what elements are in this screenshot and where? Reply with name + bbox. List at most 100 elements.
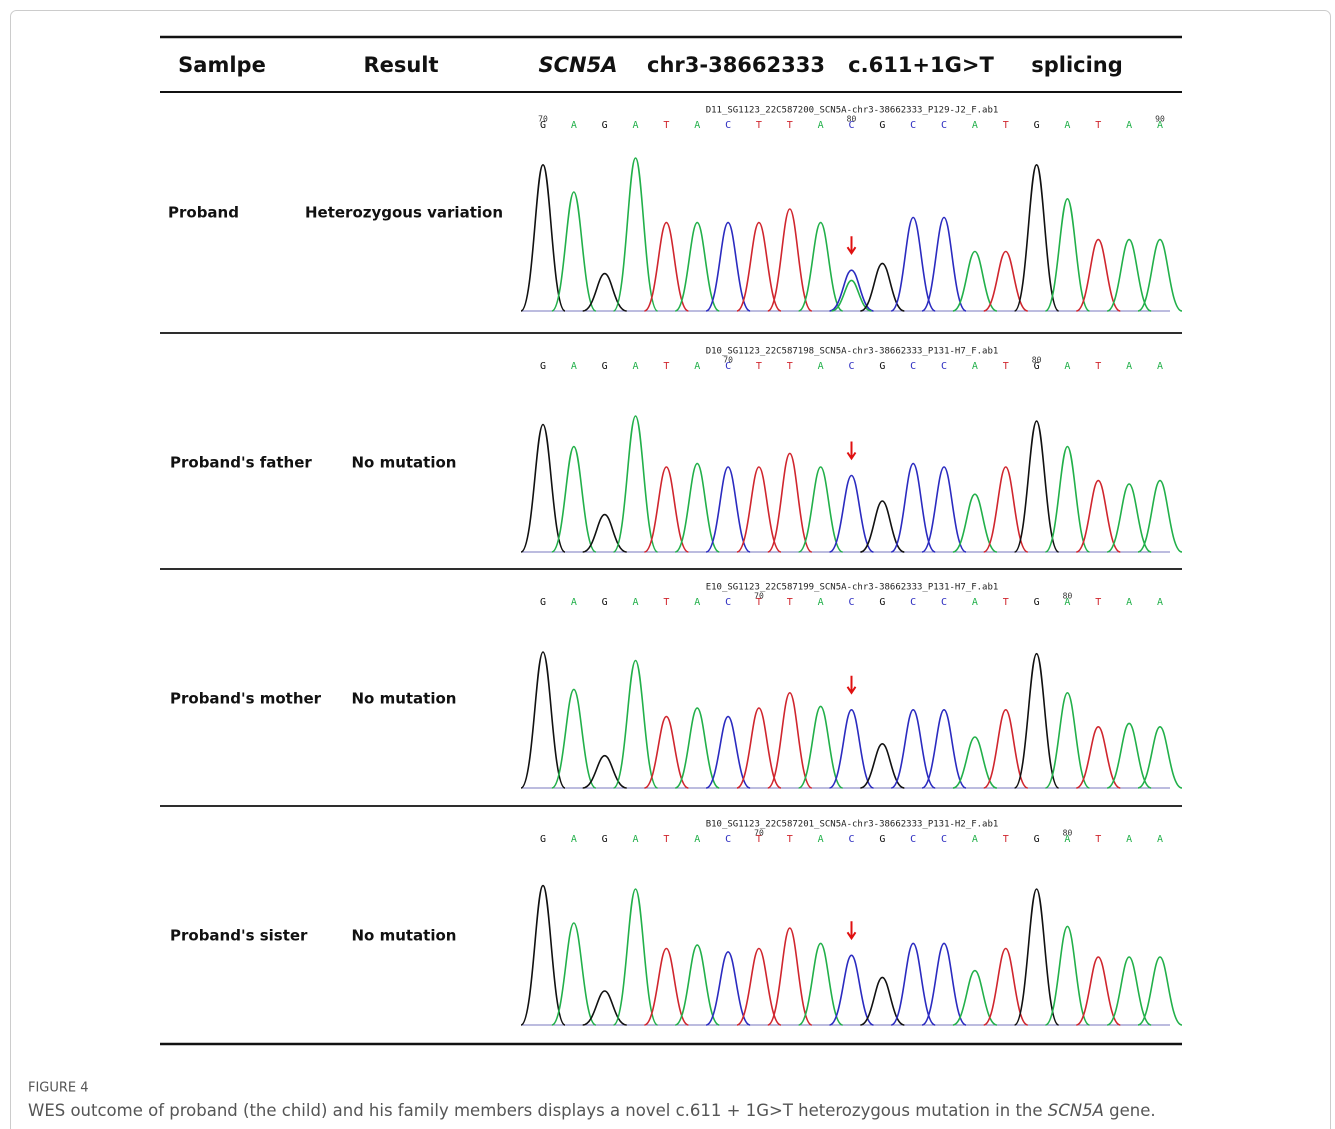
trace-peak xyxy=(768,693,812,788)
trace-peak xyxy=(521,165,565,311)
base-call: G xyxy=(879,597,885,608)
trace-peak xyxy=(644,223,688,311)
trace-file: E10_SG1123_22C587199_SCN5A-chr3-38662333… xyxy=(706,583,999,593)
base-call: G xyxy=(1034,597,1040,608)
base-call: T xyxy=(787,120,793,131)
trace-peak xyxy=(706,223,750,311)
base-call: A xyxy=(1157,597,1163,608)
position-marker: 80 xyxy=(1063,592,1073,601)
base-call: A xyxy=(633,120,639,131)
base-call: A xyxy=(972,361,978,372)
trace-peak xyxy=(1138,240,1182,311)
trace-peak xyxy=(1138,727,1182,788)
mutation-arrow xyxy=(848,676,856,693)
trace-peak xyxy=(521,425,565,553)
base-call: A xyxy=(818,361,824,372)
base-call: C xyxy=(848,834,854,845)
trace-peak xyxy=(614,889,658,1025)
base-call: C xyxy=(910,361,916,372)
base-call: C xyxy=(941,120,947,131)
caption-text: WES outcome of proband (the child) and h… xyxy=(28,1101,1156,1120)
trace-peak xyxy=(984,949,1028,1026)
result-label: No mutation xyxy=(352,690,457,708)
base-call: A xyxy=(818,834,824,845)
base-call: A xyxy=(1126,120,1132,131)
base-call: T xyxy=(663,361,669,372)
base-call: A xyxy=(1064,361,1070,372)
trace-peak xyxy=(614,661,658,789)
base-call: A xyxy=(818,597,824,608)
base-call: T xyxy=(663,834,669,845)
trace-peak xyxy=(799,467,843,552)
base-call: T xyxy=(1003,361,1009,372)
base-call: G xyxy=(1034,120,1040,131)
caption-label: FIGURE 4 xyxy=(28,1081,89,1096)
base-call: C xyxy=(725,597,731,608)
trace-peak xyxy=(614,416,658,552)
base-call: A xyxy=(571,361,577,372)
base-call: A xyxy=(633,834,639,845)
base-call: G xyxy=(540,361,546,372)
base-call: T xyxy=(756,361,762,372)
base-call: T xyxy=(1003,120,1009,131)
header-cell: splicing xyxy=(1031,53,1123,77)
base-call: C xyxy=(725,120,731,131)
position-marker: 80 xyxy=(847,115,857,124)
base-call: G xyxy=(1034,834,1040,845)
base-call: C xyxy=(910,834,916,845)
base-call: G xyxy=(879,361,885,372)
trace-peak xyxy=(1015,889,1059,1025)
trace-peak xyxy=(552,447,596,552)
mutation-arrow xyxy=(848,442,856,459)
base-call: T xyxy=(1003,834,1009,845)
base-call: A xyxy=(571,120,577,131)
base-call: C xyxy=(848,597,854,608)
position-marker: 70 xyxy=(723,356,733,365)
trace-peak xyxy=(830,476,874,553)
trace-peak xyxy=(675,708,719,788)
base-call: T xyxy=(1095,834,1101,845)
trace-peak xyxy=(1015,421,1059,552)
trace-peak xyxy=(768,453,812,552)
trace-peak xyxy=(768,209,812,311)
base-call: G xyxy=(602,120,608,131)
header-cell: chr3-38662333 xyxy=(647,53,825,77)
base-call: T xyxy=(756,120,762,131)
base-call: G xyxy=(879,834,885,845)
base-call: T xyxy=(663,597,669,608)
base-call: A xyxy=(694,834,700,845)
base-call: G xyxy=(602,361,608,372)
base-call: A xyxy=(694,361,700,372)
base-call: T xyxy=(1095,361,1101,372)
base-call: C xyxy=(725,834,731,845)
base-call: T xyxy=(663,120,669,131)
base-call: G xyxy=(540,597,546,608)
sample-label: Proband's mother xyxy=(170,690,322,708)
base-call: A xyxy=(633,597,639,608)
header-cell: Samlpe xyxy=(178,53,266,77)
trace-peak xyxy=(521,652,565,788)
trace-peak xyxy=(1045,199,1089,311)
sample-label: Proband's father xyxy=(170,454,312,472)
position-marker: 80 xyxy=(1063,829,1073,838)
trace-peak xyxy=(1076,481,1120,552)
trace-peak xyxy=(922,710,966,788)
base-call: A xyxy=(972,597,978,608)
trace-peak xyxy=(860,263,904,311)
trace-peak xyxy=(984,710,1028,788)
position-marker: 70 xyxy=(754,592,764,601)
base-call: C xyxy=(910,597,916,608)
base-call: A xyxy=(1157,834,1163,845)
result-label: Heterozygous variation xyxy=(305,204,503,222)
trace-peak xyxy=(1015,654,1059,788)
base-call: A xyxy=(1126,834,1132,845)
trace-peak xyxy=(984,252,1028,312)
base-call: G xyxy=(602,597,608,608)
base-call: A xyxy=(1126,361,1132,372)
trace-peak xyxy=(552,923,596,1025)
trace-peak xyxy=(675,945,719,1025)
position-marker: 80 xyxy=(1032,356,1042,365)
base-call: T xyxy=(787,361,793,372)
figure: FIGURE 4 WES outcome of proband (the chi… xyxy=(0,0,1335,1129)
base-call: A xyxy=(1157,361,1163,372)
